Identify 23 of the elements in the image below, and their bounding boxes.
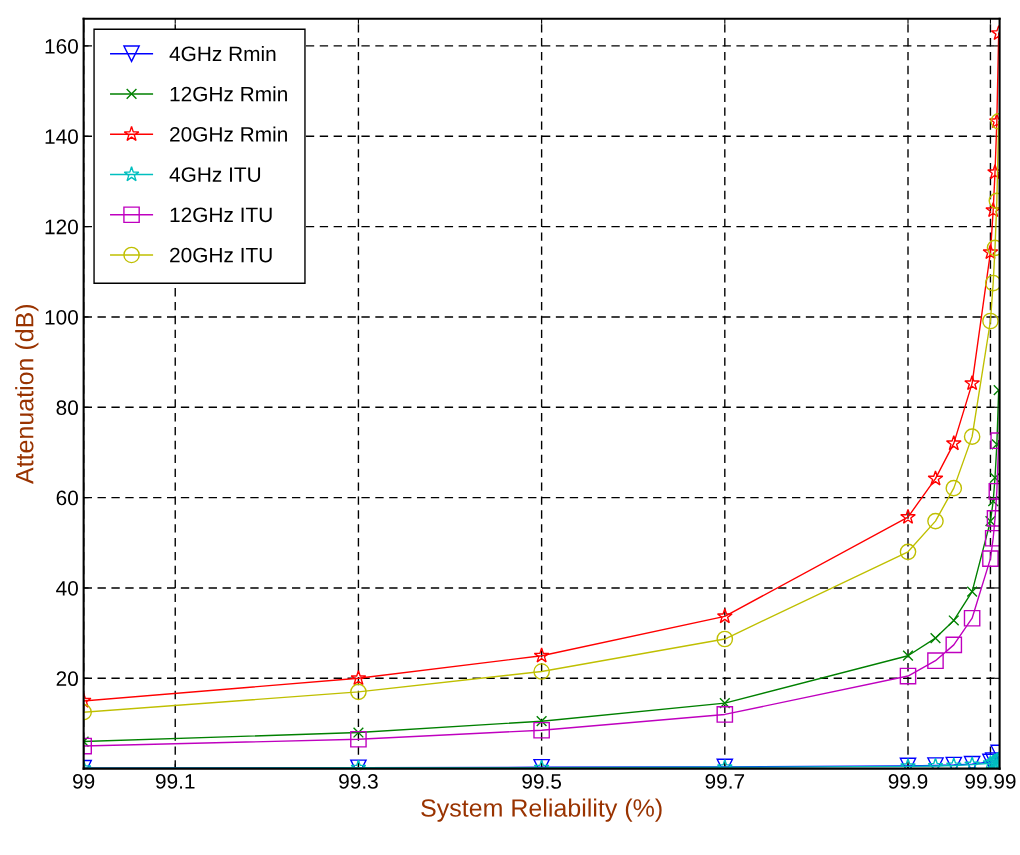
y-tick-label: 80 bbox=[56, 400, 78, 416]
legend-label: 12GHz ITU bbox=[170, 207, 272, 223]
legend-label: 4GHz ITU bbox=[169, 167, 261, 182]
y-tick-label: 100 bbox=[45, 309, 78, 325]
y-tick-label: 160 bbox=[45, 38, 78, 54]
x-tick-label: 99.3 bbox=[339, 774, 378, 789]
y-tick-label: 20 bbox=[56, 671, 78, 687]
x-tick-label: 99.99 bbox=[965, 774, 1016, 789]
legend-label: 4GHz Rmin bbox=[169, 45, 276, 62]
y-axis-title: Attenuation (dB) bbox=[15, 304, 39, 484]
y-tick-label: 60 bbox=[56, 490, 78, 506]
x-tick-label: 99.1 bbox=[155, 774, 195, 789]
y-tick-label: 140 bbox=[45, 129, 78, 145]
y-tick-label: 120 bbox=[45, 219, 78, 235]
legend-label: 12GHz Rmin bbox=[170, 86, 287, 102]
x-tick-label: 99 bbox=[73, 774, 95, 789]
legend-label: 20GHz Rmin bbox=[170, 126, 287, 142]
y-tick-label: 40 bbox=[56, 580, 78, 596]
legend-label: 20GHz ITU bbox=[170, 247, 272, 263]
x-tick-label: 99.7 bbox=[705, 774, 745, 789]
x-axis-title: System Reliability (%) bbox=[421, 798, 662, 822]
x-tick-label: 99.5 bbox=[522, 774, 562, 789]
x-tick-label: 99.9 bbox=[888, 774, 928, 789]
